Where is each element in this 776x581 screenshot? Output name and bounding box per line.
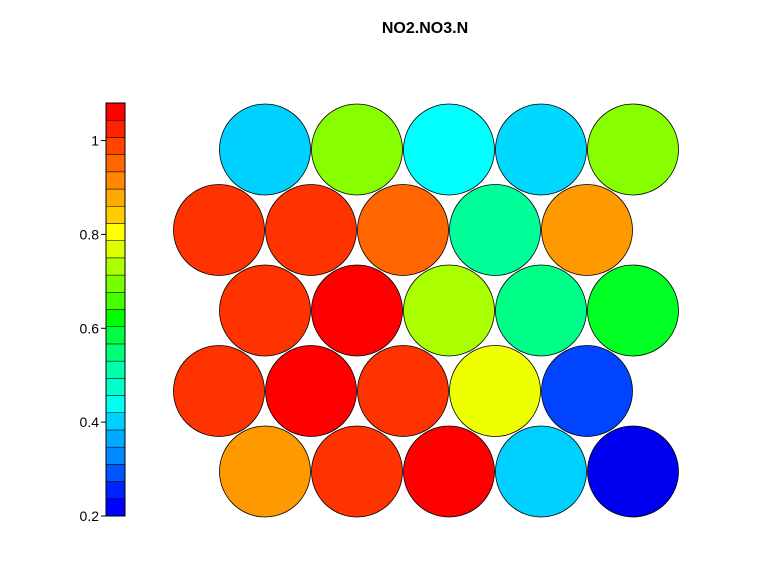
colorbar-segment <box>105 446 126 465</box>
chart-title: NO2.NO3.N <box>382 20 468 37</box>
colorbar-segment <box>105 464 126 482</box>
colorbar-segment <box>105 257 126 276</box>
hex-cell <box>311 425 403 518</box>
colorbar-segment <box>105 481 126 500</box>
hex-cell <box>587 103 679 196</box>
colorbar-tick-label: 0.6 <box>80 320 100 336</box>
hex-cell <box>357 345 449 437</box>
hex-cell <box>265 184 357 276</box>
hex-cell <box>495 264 587 357</box>
colorbar-segment <box>105 429 126 448</box>
hex-cell <box>219 425 311 518</box>
colorbar-segment <box>105 343 126 362</box>
colorbar-tick-label: 0.8 <box>80 226 100 242</box>
colorbar-segment <box>105 137 126 155</box>
hex-cell <box>219 264 311 357</box>
hex-cell <box>357 184 449 276</box>
colorbar <box>105 102 126 517</box>
colorbar-tick-label: 0.2 <box>80 508 100 524</box>
hex-cell <box>403 103 495 196</box>
colorbar-segment <box>105 240 126 259</box>
colorbar-segment <box>105 154 126 173</box>
colorbar-segment <box>105 274 126 293</box>
colorbar-segment <box>105 102 126 121</box>
hex-cell <box>173 184 265 276</box>
colorbar-segment <box>105 188 126 207</box>
hex-cell <box>265 345 357 437</box>
hex-cell <box>403 264 495 357</box>
colorbar-segment <box>105 171 126 190</box>
hex-cell <box>495 103 587 196</box>
colorbar-segment <box>105 326 126 345</box>
hex-cell <box>173 345 265 437</box>
hex-cell <box>587 425 679 518</box>
colorbar-tick-label: 0.4 <box>80 414 100 430</box>
hex-cell <box>541 345 633 437</box>
hex-cell <box>403 425 495 518</box>
colorbar-segment <box>105 360 126 379</box>
colorbar-segment <box>105 206 126 224</box>
hex-cell <box>449 184 541 276</box>
colorbar-segment <box>105 412 126 431</box>
colorbar-segment <box>105 119 126 138</box>
colorbar-tick-label: 1 <box>91 133 99 149</box>
colorbar-segment <box>105 292 126 310</box>
hex-cell <box>311 103 403 196</box>
hex-cell <box>495 425 587 518</box>
hex-cell <box>449 345 541 437</box>
colorbar-segment <box>105 378 126 396</box>
hex-cells <box>173 103 679 518</box>
colorbar-segment <box>105 223 126 241</box>
hex-cell <box>311 264 403 357</box>
hex-cell <box>219 103 311 196</box>
colorbar-segment <box>105 309 126 327</box>
colorbar-frame <box>105 102 126 517</box>
colorbar-ticks: 1 0.8 0.6 0.4 0.2 <box>80 133 106 524</box>
colorbar-segment <box>105 498 126 517</box>
colorbar-segment <box>105 395 126 413</box>
hex-cell <box>587 264 679 357</box>
hex-cell <box>541 184 633 276</box>
